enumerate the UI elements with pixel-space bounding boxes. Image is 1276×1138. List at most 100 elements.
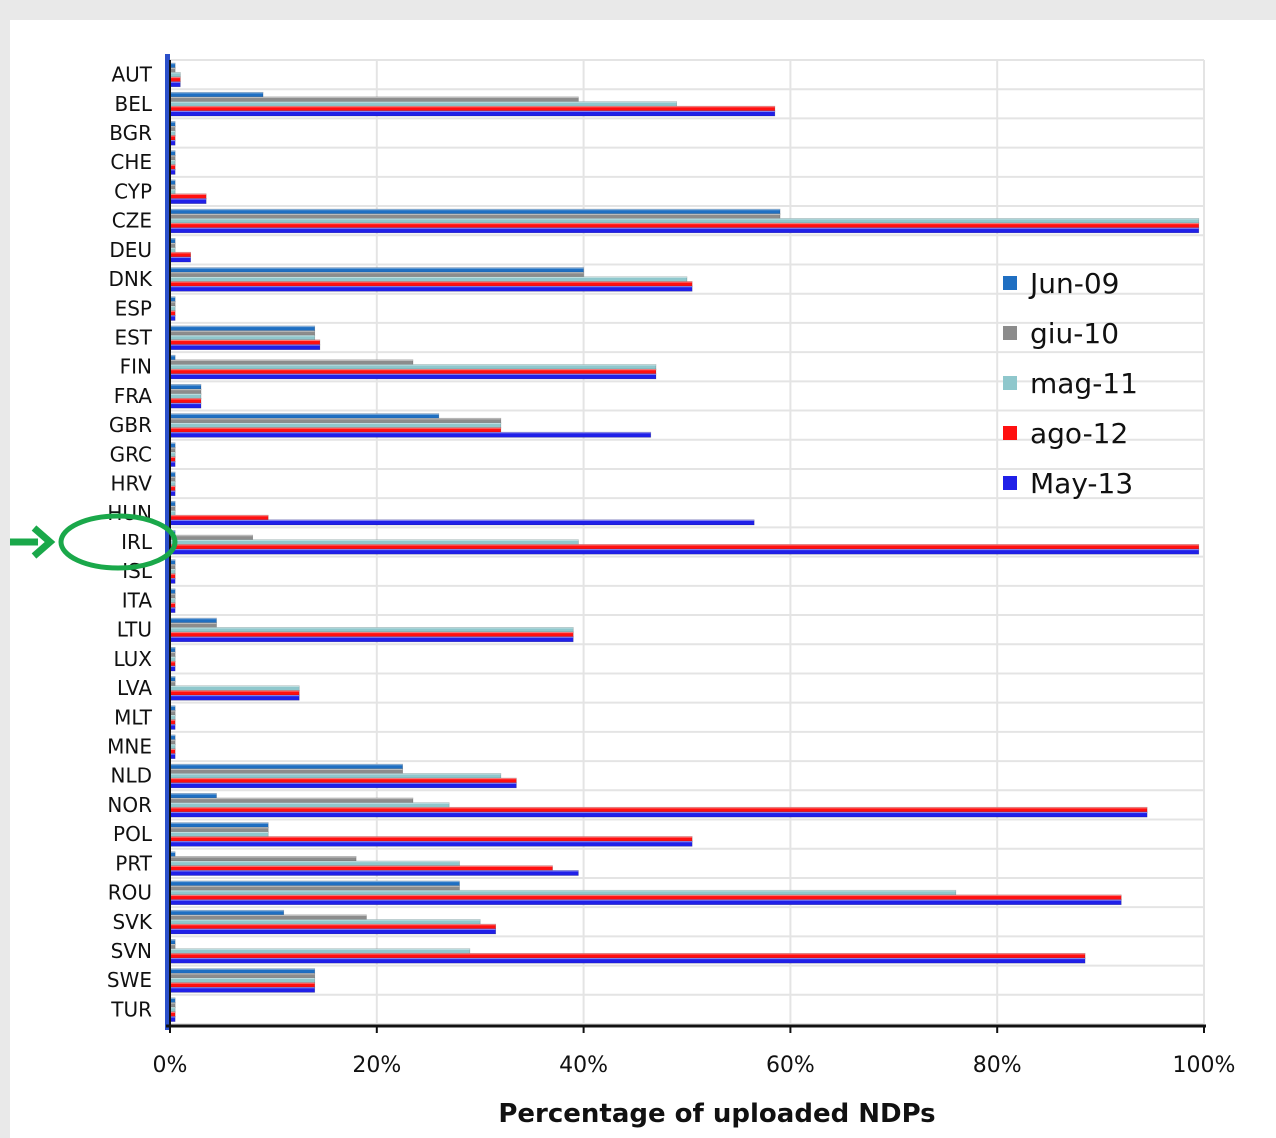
- bar-highlight: [170, 602, 176, 604]
- bar-highlight: [170, 807, 1148, 809]
- bar-highlight: [170, 856, 357, 858]
- bar-highlight: [170, 135, 176, 137]
- bar-highlight: [170, 564, 176, 566]
- bar-highlight: [170, 344, 320, 346]
- category-label-ROU: ROU: [108, 881, 152, 905]
- category-label-NLD: NLD: [110, 764, 152, 788]
- bar-chart: AUT BEL BGR CHE CYP CZE DEU DNK ESP EST FIN FRA GBR G…: [10, 54, 1235, 1129]
- bar-highlight: [170, 471, 176, 474]
- y-axis-wall: [165, 54, 170, 1030]
- category-label-ITA: ITA: [122, 588, 153, 612]
- bar-highlight: [170, 899, 1122, 901]
- legend-label-mag-11: mag-11: [1030, 367, 1138, 400]
- bar-highlight: [170, 252, 191, 254]
- bar-highlight: [170, 622, 217, 624]
- bar-highlight: [170, 110, 775, 112]
- legend-swatch-Jun-09: [1003, 276, 1017, 290]
- bar-highlight: [170, 764, 403, 766]
- bar-highlight: [170, 695, 300, 697]
- bar-highlight: [170, 870, 579, 872]
- category-label-CHE: CHE: [110, 150, 152, 174]
- bar-highlight: [170, 461, 176, 463]
- category-label-SVK: SVK: [113, 910, 153, 934]
- category-label-FIN: FIN: [120, 355, 152, 379]
- bar-highlight: [170, 802, 450, 804]
- bar-highlight: [170, 782, 517, 784]
- category-label-BEL: BEL: [115, 92, 153, 116]
- highlight-arrow-head: [31, 525, 56, 559]
- bar-highlight: [170, 880, 460, 883]
- category-label-NOR: NOR: [107, 793, 152, 817]
- bar-highlight: [170, 505, 176, 508]
- category-label-CYP: CYP: [114, 179, 152, 203]
- legend-label-ago-12: ago-12: [1030, 417, 1128, 450]
- bar-highlight: [170, 773, 501, 775]
- legend-swatch-May-13: [1003, 476, 1017, 490]
- highlight-annotation: [10, 513, 178, 571]
- bar-highlight: [170, 1002, 176, 1004]
- bar-highlight: [170, 81, 181, 83]
- bar-highlight: [170, 793, 217, 795]
- bar-highlight: [170, 710, 176, 712]
- category-label-LVA: LVA: [117, 676, 152, 700]
- bar-highlight: [170, 398, 202, 400]
- bar-highlight: [170, 179, 176, 182]
- bar-highlight: [170, 656, 176, 658]
- bar-highlight: [170, 150, 176, 152]
- bar-highlight: [170, 973, 315, 975]
- bar-highlight: [170, 447, 176, 449]
- bar-highlight: [170, 481, 176, 483]
- chart-panel: AUT BEL BGR CHE CYP CZE DEU DNK ESP EST FIN FRA GBR G…: [10, 20, 1276, 1138]
- bar-highlight: [170, 515, 269, 517]
- bar-highlight: [170, 432, 651, 434]
- bar-highlight: [170, 209, 781, 211]
- bar-highlight: [170, 442, 176, 444]
- bar-highlight: [170, 222, 1199, 225]
- category-label-HRV: HRV: [110, 472, 152, 496]
- bar-highlight: [170, 189, 176, 191]
- bar-highlight: [170, 919, 481, 921]
- bar-highlight: [170, 748, 176, 751]
- bar-highlight: [170, 92, 264, 94]
- category-label-BGR: BGR: [109, 121, 152, 145]
- bar-highlight: [170, 948, 470, 950]
- bar-highlight: [170, 159, 176, 162]
- bar-highlight: [170, 618, 217, 620]
- bar-highlight: [170, 797, 413, 800]
- bar-highlight: [170, 865, 553, 867]
- bar-highlight: [170, 339, 320, 342]
- bar-highlight: [170, 705, 176, 707]
- bar-highlight: [170, 301, 176, 303]
- bar-highlight: [170, 296, 176, 298]
- bar-highlight: [170, 734, 176, 737]
- axes: [165, 54, 1206, 1033]
- bar-highlight: [170, 272, 584, 274]
- category-label-CZE: CZE: [112, 209, 152, 233]
- category-label-LUX: LUX: [114, 647, 153, 671]
- bar-highlight: [170, 121, 176, 123]
- x-tick-label: 60%: [766, 1053, 815, 1078]
- category-label-MNE: MNE: [107, 734, 152, 758]
- category-label-IRL: IRL: [121, 530, 153, 554]
- category-label-GRC: GRC: [110, 442, 152, 466]
- bar-highlight: [170, 685, 300, 687]
- category-label-SWE: SWE: [107, 968, 152, 992]
- bar-highlight: [170, 768, 403, 770]
- bar-highlight: [170, 218, 1199, 220]
- bar-highlight: [170, 627, 574, 629]
- bar-highlight: [170, 631, 574, 634]
- bar-highlight: [170, 485, 176, 488]
- bar-highlight: [170, 636, 574, 638]
- bar-highlight: [170, 388, 202, 391]
- bar-highlight: [170, 598, 176, 600]
- bar-highlight: [170, 1016, 176, 1018]
- category-labels: AUT BEL BGR CHE CYP CZE DEU DNK ESP EST FIN FRA GBR G…: [107, 63, 153, 1022]
- bar-highlight: [170, 427, 501, 429]
- bar-highlight: [170, 811, 1148, 814]
- bar-highlight: [170, 106, 775, 108]
- bar-highlight: [170, 568, 176, 571]
- legend-label-Jun-09: Jun-09: [1028, 267, 1119, 300]
- bar-highlight: [170, 928, 496, 930]
- bar-highlight: [170, 724, 176, 726]
- bar-highlight: [170, 661, 176, 663]
